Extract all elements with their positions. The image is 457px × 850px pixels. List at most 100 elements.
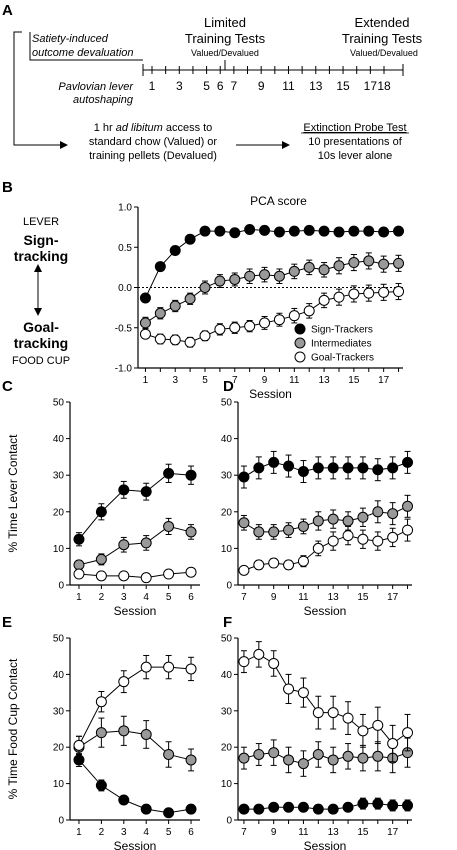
y-tick-label: 0.0 bbox=[118, 283, 132, 294]
timeline-label: 15 bbox=[336, 79, 350, 93]
data-point bbox=[333, 260, 345, 272]
data-point bbox=[387, 462, 399, 474]
chart-title: PCA score bbox=[250, 194, 307, 208]
data-point bbox=[184, 336, 196, 348]
series-inter bbox=[73, 517, 197, 571]
data-point bbox=[327, 754, 339, 766]
x-tick-label: 3 bbox=[121, 592, 127, 603]
timeline-label: 9 bbox=[258, 79, 265, 93]
access-line1: 1 hr ad libitum access to bbox=[94, 122, 213, 134]
food-cup-label: FOOD CUP bbox=[12, 355, 70, 367]
satiety-label-line1: Satiety-induced bbox=[32, 33, 109, 45]
data-point bbox=[268, 456, 280, 468]
data-point bbox=[268, 557, 280, 569]
x-tick-label: 9 bbox=[271, 592, 277, 603]
panel-letter-c: C bbox=[2, 378, 13, 395]
data-point bbox=[312, 707, 324, 719]
data-point bbox=[163, 568, 175, 580]
data-point bbox=[163, 748, 175, 760]
data-point bbox=[139, 328, 151, 340]
y-axis-label: % Time Food Cup Contact bbox=[6, 658, 20, 799]
goal-tracking-label: tracking bbox=[14, 335, 68, 351]
data-point bbox=[140, 803, 152, 815]
data-point bbox=[259, 224, 271, 236]
y-tick-label: 30 bbox=[221, 706, 233, 717]
data-point bbox=[312, 803, 324, 815]
x-axis-label: Session bbox=[304, 604, 347, 618]
x-tick-label: 1 bbox=[76, 827, 82, 838]
extended-title-line2: Training Tests bbox=[342, 31, 423, 46]
data-point bbox=[283, 559, 295, 571]
x-tick-label: 11 bbox=[289, 375, 300, 386]
data-point bbox=[327, 535, 339, 547]
data-point bbox=[342, 515, 354, 527]
data-point bbox=[238, 517, 250, 529]
x-tick-label: 17 bbox=[387, 592, 399, 603]
panel-letter-d: D bbox=[223, 378, 234, 395]
series-inter bbox=[73, 715, 197, 772]
y-tick-label: 40 bbox=[53, 670, 65, 681]
data-point bbox=[393, 286, 405, 298]
data-point bbox=[342, 801, 354, 813]
data-point bbox=[199, 225, 211, 237]
x-tick-label: 4 bbox=[143, 592, 149, 603]
data-point bbox=[372, 719, 384, 731]
data-point bbox=[327, 803, 339, 815]
data-point bbox=[73, 533, 85, 545]
series-sign bbox=[238, 450, 414, 489]
data-point bbox=[318, 264, 330, 276]
data-point bbox=[393, 225, 405, 237]
timeline: 1 3 5 6 7 9 11 13 15 17 18 bbox=[142, 64, 404, 93]
legend-label: Sign-Trackers bbox=[311, 325, 373, 336]
y-tick-label: 1.0 bbox=[118, 203, 132, 214]
y-tick-label: 40 bbox=[221, 670, 233, 681]
x-tick-label: 11 bbox=[298, 592, 309, 603]
panel-a: A Satiety-induced outcome devaluation Li… bbox=[2, 2, 423, 162]
data-point bbox=[95, 506, 107, 518]
y-tick-label: 20 bbox=[53, 507, 65, 518]
data-point bbox=[387, 508, 399, 520]
data-point bbox=[238, 471, 250, 483]
series-inter bbox=[238, 494, 414, 540]
chart-b: 1.00.50.0-0.5-1.01 3 5 7 9 11 13 15 17SessionPCA… bbox=[115, 194, 405, 401]
chart-c: 50 40 30 20 10 0 1 2 3 4 5 6 Session % Time Lever Con… bbox=[6, 398, 200, 618]
y-tick-label: 30 bbox=[53, 471, 65, 482]
access-line2: standard chow (Valued) or bbox=[89, 136, 218, 148]
x-tick-label: 5 bbox=[166, 827, 172, 838]
data-point bbox=[139, 292, 151, 304]
data-point bbox=[327, 462, 339, 474]
x-tick-label: 11 bbox=[298, 827, 309, 838]
probe-line2: 10 presentations of bbox=[308, 136, 403, 148]
series-line bbox=[78, 525, 192, 566]
y-tick-label: 50 bbox=[53, 634, 65, 645]
x-tick-label: 9 bbox=[271, 827, 277, 838]
data-point bbox=[303, 261, 315, 273]
y-tick-label: 20 bbox=[221, 743, 233, 754]
data-point bbox=[273, 314, 285, 326]
data-point bbox=[95, 553, 107, 565]
legend-b: Sign-Trackers Intermediates Goal-Trackers bbox=[294, 323, 374, 364]
x-tick-label: 1 bbox=[76, 592, 82, 603]
data-point bbox=[95, 570, 107, 582]
series-inter bbox=[139, 252, 405, 330]
legend-marker bbox=[294, 337, 306, 349]
x-tick-label: 15 bbox=[357, 592, 369, 603]
access-line3: training pellets (Devalued) bbox=[89, 150, 217, 162]
data-point bbox=[154, 261, 166, 273]
arrow-head-icon bbox=[60, 141, 68, 149]
y-tick-label: 0 bbox=[58, 581, 64, 592]
x-tick-label: 15 bbox=[348, 375, 360, 386]
data-point bbox=[378, 286, 390, 298]
data-point bbox=[95, 727, 107, 739]
limited-title-line2: Training Tests bbox=[185, 31, 266, 46]
data-point bbox=[140, 486, 152, 498]
y-tick-label: 50 bbox=[221, 634, 233, 645]
data-point bbox=[244, 270, 256, 282]
data-point bbox=[229, 227, 241, 239]
data-point bbox=[357, 798, 369, 810]
series-goal bbox=[238, 518, 414, 576]
panel-letter-b: B bbox=[2, 179, 13, 196]
data-point bbox=[253, 748, 265, 760]
data-point bbox=[288, 265, 300, 277]
